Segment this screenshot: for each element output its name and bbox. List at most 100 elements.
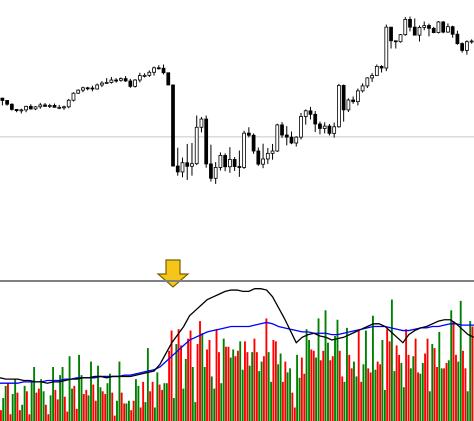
candle-body-up xyxy=(356,90,360,103)
volume-bar-up xyxy=(116,400,118,421)
volume-bar-down xyxy=(208,340,211,421)
volume-bar-up xyxy=(175,344,178,421)
volume-bar-down xyxy=(0,410,2,421)
candle xyxy=(95,83,100,90)
volume-bar-down xyxy=(436,367,438,421)
candle xyxy=(431,26,436,34)
volume-bar-down xyxy=(28,414,31,421)
candle-body-down xyxy=(9,103,14,110)
volume-bar-down xyxy=(237,350,239,421)
volume-bar-down xyxy=(196,344,199,421)
volume-bar-up xyxy=(156,372,159,421)
volume-bar-up xyxy=(21,404,24,421)
candle xyxy=(28,104,33,110)
candle-body-down xyxy=(14,109,19,111)
candle xyxy=(5,100,9,106)
volume-bar-up xyxy=(327,342,329,421)
volume-bar-down xyxy=(244,341,246,421)
volume-bar-down xyxy=(225,346,227,421)
volume-bar-up xyxy=(315,357,317,421)
volume-bar-up xyxy=(184,358,187,421)
volume-bar-down xyxy=(54,389,57,421)
volume-bar-down xyxy=(293,407,296,421)
volume-bar-up xyxy=(109,373,111,421)
candle-body-down xyxy=(256,150,261,165)
candle xyxy=(403,17,408,36)
candle-body-up xyxy=(332,126,337,134)
candle xyxy=(299,112,303,140)
volume-bar-down xyxy=(417,372,419,421)
candle xyxy=(175,147,180,176)
candle xyxy=(356,88,360,106)
candle xyxy=(52,103,57,108)
volume-bar-up xyxy=(165,383,168,421)
candle xyxy=(104,78,109,84)
volume-bar-up xyxy=(59,375,62,421)
volume-bar-up xyxy=(11,394,14,421)
candle xyxy=(66,98,71,109)
candle-body-up xyxy=(469,40,474,43)
volume-bar-down xyxy=(369,372,372,421)
candle-body-down xyxy=(5,100,9,105)
volume-bar-down xyxy=(132,400,135,421)
candle-body-up xyxy=(294,136,299,144)
volume-bar-down xyxy=(445,362,448,421)
candle-body-up xyxy=(109,79,114,83)
candle-body-down xyxy=(0,97,5,101)
candle-body-up xyxy=(190,163,194,167)
volume-bar-up xyxy=(289,368,292,421)
volume-bar-down xyxy=(341,376,344,421)
volume-bar-up xyxy=(97,365,99,421)
candle-body-down xyxy=(175,165,180,173)
volume-bar-down xyxy=(464,368,467,421)
candle-body-up xyxy=(365,77,370,87)
candle xyxy=(446,23,450,33)
candle-body-down xyxy=(246,132,251,136)
volume-bar-down xyxy=(338,350,341,421)
volume-bar-down xyxy=(379,364,382,421)
candle xyxy=(147,70,152,77)
candle-body-up xyxy=(47,105,52,107)
candle-body-down xyxy=(341,85,346,111)
candle-body-up xyxy=(275,124,280,152)
candle-body-up xyxy=(24,105,28,111)
candle-body-up xyxy=(446,26,450,33)
candle xyxy=(246,127,251,138)
candle xyxy=(427,23,431,37)
candle-body-down xyxy=(232,159,237,167)
candle-body-up xyxy=(303,110,308,117)
volume-bar-up xyxy=(336,319,339,421)
volume-bar-down xyxy=(142,381,145,421)
volume-bar-down xyxy=(94,400,97,421)
candle xyxy=(152,66,156,76)
candle xyxy=(289,131,294,145)
candle-body-down xyxy=(185,162,190,167)
volume-bar-down xyxy=(426,338,429,421)
volume-bar-down xyxy=(199,321,201,421)
volume-bar-up xyxy=(90,361,92,421)
volume-bar-up xyxy=(258,371,261,421)
volume-bar-up xyxy=(447,360,450,421)
volume-bar-down xyxy=(272,340,275,421)
volume-bar-up xyxy=(146,348,149,421)
candle-body-up xyxy=(133,79,137,87)
candle-body-up xyxy=(57,106,62,109)
volume-bar-up xyxy=(2,398,5,421)
volume-bar-up xyxy=(33,367,36,421)
candle xyxy=(389,26,393,49)
volume-bar-down xyxy=(443,368,445,421)
candle-body-up xyxy=(81,87,85,91)
volume-bar-down xyxy=(189,330,192,421)
candle-body-up xyxy=(38,104,43,108)
volume-bar-up xyxy=(4,385,7,421)
volume-bar-down xyxy=(471,326,474,421)
volume-bar-up xyxy=(213,388,216,421)
volume-bar-down xyxy=(66,411,69,421)
candle xyxy=(100,81,104,88)
volume-bar-down xyxy=(253,338,256,421)
volume-bar-up xyxy=(229,357,232,421)
volume-bar-down xyxy=(139,407,142,421)
volume-bar-up xyxy=(419,373,422,421)
volume-bar-down xyxy=(414,338,417,421)
volume-bar-down xyxy=(104,394,107,421)
